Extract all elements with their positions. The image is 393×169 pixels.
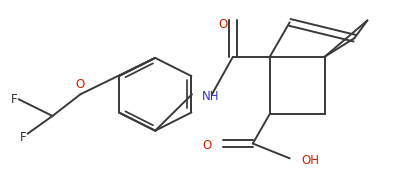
Text: F: F: [11, 93, 18, 106]
Text: F: F: [20, 131, 27, 144]
Text: OH: OH: [301, 154, 320, 167]
Text: O: O: [218, 18, 228, 31]
Text: NH: NH: [202, 90, 219, 103]
Text: O: O: [202, 139, 211, 152]
Text: O: O: [76, 78, 85, 91]
